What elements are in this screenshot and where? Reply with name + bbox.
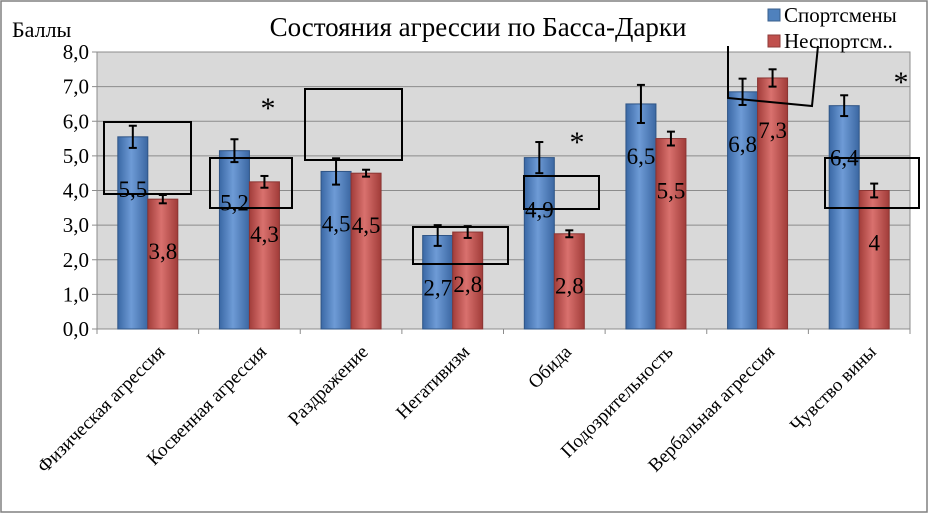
legend-swatch-series-1 [767,8,781,22]
bar [218,150,250,330]
bar [727,91,759,330]
legend-swatch-series-2 [767,34,781,48]
significance-markers: * * * [261,66,909,159]
y-axis-ticks: 0,0 1,0 2,0 3,0 4,0 5,0 6,0 7,0 8,0 [63,40,89,341]
data-label: 2,7 [423,275,452,300]
bar [452,231,484,330]
y-tick-label: 0,0 [63,317,89,341]
highlight-box [103,121,192,195]
data-label: 5,5 [118,177,147,202]
bar [350,172,382,330]
data-label: 4,5 [322,211,351,236]
bar [828,105,860,330]
chart-title: Состояния агрессии по Басса-Дарки [270,12,687,42]
highlight-box [523,175,600,210]
data-label: 4,9 [525,198,554,223]
bar [147,198,179,330]
significance-star: * [894,66,909,99]
bar [553,233,585,330]
legend: Спортсмены Неспортсм.. [767,3,897,53]
y-tick-label: 4,0 [63,179,89,203]
y-tick-label: 6,0 [63,109,89,133]
data-label: 7,3 [758,118,787,143]
data-label: 4,5 [352,213,381,238]
highlight-box [727,45,819,108]
bar [625,103,657,330]
data-label: 4 [868,230,880,255]
highlight-box [824,157,920,209]
bar [523,157,555,330]
significance-star: * [570,126,585,159]
data-label: 5,5 [657,179,686,204]
y-tick-label: 7,0 [63,75,89,99]
y-tick-label: 5,0 [63,144,89,168]
data-label: 3,8 [148,239,177,264]
data-labels: 5,5 5,2 4,5 2,7 4,9 6,5 6,8 6,4 3,8 4,3 4,5 2,8 2,8 5… [118,118,880,301]
bar [320,170,352,330]
y-tick-label: 8,0 [63,40,89,64]
data-label: 6,4 [830,146,859,171]
data-label: 4,3 [250,222,279,247]
y-tick-label: 3,0 [63,213,89,237]
highlight-box [209,157,293,209]
highlight-box [412,226,509,265]
bar [248,181,280,330]
bar [757,77,789,330]
legend-label-series-1: Спортсмены [784,3,897,27]
y-tick-label: 1,0 [63,282,89,306]
data-label: 6,8 [728,132,757,157]
bar [858,190,890,330]
bars [117,77,890,330]
y-axis-label: Баллы [12,17,72,42]
data-label: 6,5 [627,144,656,169]
data-label: 2,8 [555,274,584,299]
highlight-box [304,88,403,161]
data-label: 5,2 [220,191,249,216]
bar [117,136,149,330]
significance-star: * [261,92,276,125]
highlight-boxes [103,45,920,265]
data-label: 2,8 [453,272,482,297]
legend-label-series-2: Неспортсм.. [784,29,893,53]
bar [655,138,687,330]
y-tick-label: 2,0 [63,248,89,272]
